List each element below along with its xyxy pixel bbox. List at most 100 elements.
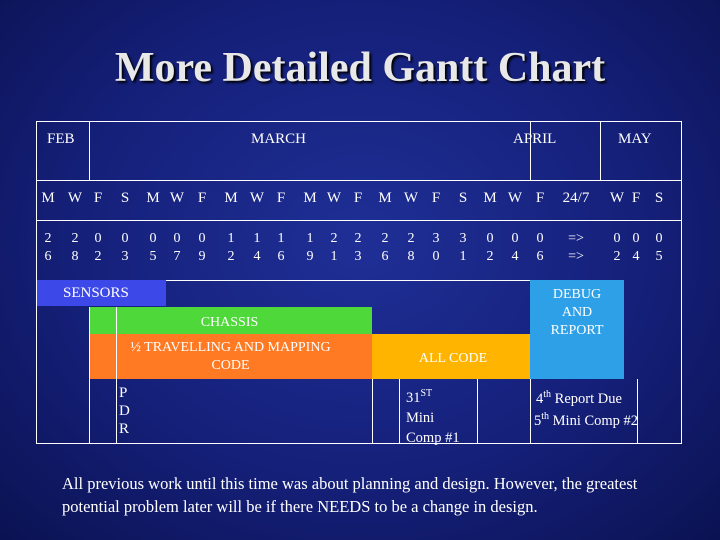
weekday-label: W — [403, 190, 419, 206]
mini-comp-1: 31ST Mini Comp #1 — [406, 384, 486, 448]
debug-label: DEBUG AND REPORT — [550, 287, 604, 338]
all-code-bar: ALL CODE — [372, 334, 530, 379]
date-digit: 4 — [511, 249, 519, 264]
weekday-label: M — [303, 190, 317, 206]
date-digit: => — [568, 249, 584, 264]
date-digit: 2 — [381, 231, 389, 246]
date-digit: 2 — [227, 249, 235, 264]
month-may: MAY — [618, 131, 652, 147]
weekday-label: W — [169, 190, 185, 206]
date-digit: 9 — [198, 249, 206, 264]
travelling-label: ½ TRAVELLING AND MAPPING CODE — [130, 339, 331, 373]
date-digit: 6 — [44, 249, 52, 264]
mini-comp-1-line: Comp #1 — [406, 429, 460, 446]
date-digit: 0 — [486, 231, 494, 246]
date-digit: 0 — [511, 231, 519, 246]
date-digit: 8 — [407, 249, 415, 264]
date-digit: 6 — [277, 249, 285, 264]
date-digit: 2 — [486, 249, 494, 264]
date-digit: 1 — [253, 231, 261, 246]
travelling-bar: ½ TRAVELLING AND MAPPING CODE — [89, 334, 372, 379]
date-digit: 2 — [407, 231, 415, 246]
footer-note: All previous work until this time was ab… — [62, 474, 638, 516]
date-digit: 3 — [432, 231, 440, 246]
weekday-label: F — [93, 190, 103, 206]
weekday-label: S — [654, 190, 664, 206]
weekday-label: S — [120, 190, 130, 206]
date-digit: 3 — [459, 231, 467, 246]
pdr-milestone: P D R — [119, 384, 139, 438]
date-digit: 0 — [632, 231, 640, 246]
date-digit: 2 — [94, 249, 102, 264]
date-digit: 4 — [632, 249, 640, 264]
debug-bar: DEBUG AND REPORT — [530, 280, 624, 379]
mini-comp-2: 5th Mini Comp #2 — [534, 411, 639, 429]
date-digit: 0 — [198, 231, 206, 246]
all-code-label: ALL CODE — [418, 350, 488, 366]
weekday-label: M — [41, 190, 55, 206]
weekday-label: W — [609, 190, 625, 206]
date-digit: 2 — [71, 231, 79, 246]
weekday-label: W — [326, 190, 342, 206]
weekday-label: M — [378, 190, 392, 206]
weekday-label: S — [458, 190, 468, 206]
date-digit: 2 — [354, 231, 362, 246]
date-label: => => — [558, 230, 594, 266]
date-digit: 0 — [149, 231, 157, 246]
date-digit: 0 — [94, 231, 102, 246]
date-digit: 2 — [613, 249, 621, 264]
chassis-bar: CHASSIS — [89, 307, 372, 334]
date-digit: 2 — [330, 231, 338, 246]
date-digit: 0 — [121, 231, 129, 246]
weekday-label: W — [507, 190, 523, 206]
weekday-label: M — [146, 190, 160, 206]
date-digit: 6 — [381, 249, 389, 264]
mini-comp-1-date: 31ST — [406, 388, 433, 406]
weekday-label: W — [249, 190, 265, 206]
weekday-label: 24/7 — [562, 190, 590, 206]
weekday-label: F — [535, 190, 545, 206]
date-digit: 6 — [536, 249, 544, 264]
page-title: More Detailed Gantt Chart — [114, 45, 606, 91]
date-digit: 0 — [536, 231, 544, 246]
date-digit: 0 — [613, 231, 621, 246]
weekday-label: M — [483, 190, 497, 206]
month-march: MARCH — [251, 131, 307, 147]
date-digit: 5 — [655, 249, 663, 264]
date-digit: 1 — [459, 249, 467, 264]
pdr-letter: D — [119, 403, 130, 419]
weekday-label: F — [197, 190, 207, 206]
date-digit: 0 — [655, 231, 663, 246]
date-digit: => — [568, 231, 584, 246]
pdr-letter: R — [119, 421, 130, 437]
chassis-label: CHASSIS — [200, 314, 259, 330]
report-4-due: 4th Report Due — [536, 389, 622, 407]
date-digit: 9 — [306, 249, 314, 264]
date-digit: 1 — [306, 231, 314, 246]
month-april: APRIL — [513, 131, 557, 147]
date-digit: 1 — [330, 249, 338, 264]
gantt-grid — [36, 121, 682, 444]
pdr-letter: P — [119, 385, 128, 401]
date-digit: 4 — [253, 249, 261, 264]
date-digit: 3 — [354, 249, 362, 264]
mini-comp-1-line: Mini — [406, 409, 435, 426]
